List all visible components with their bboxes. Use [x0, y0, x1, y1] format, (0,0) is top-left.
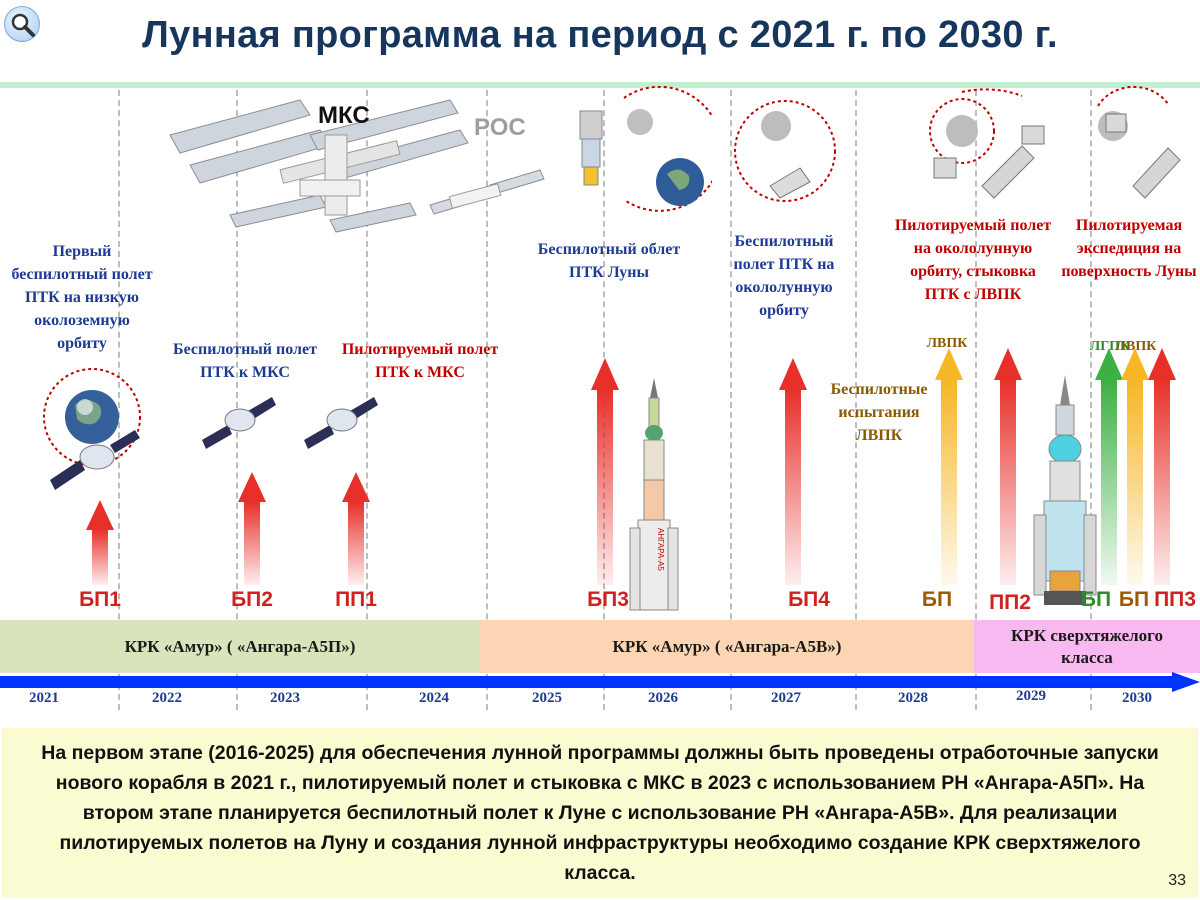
- timeline-arrow: [0, 672, 1200, 692]
- year-2023: 2023: [270, 690, 300, 706]
- angara-rocket-illustration: АНГАРА-А5: [629, 378, 679, 611]
- mission-bp3: БП3: [587, 588, 629, 611]
- lvpk-2030-arrow-label: ЛВПК: [1115, 339, 1157, 354]
- first-flight-description: Первый беспилотный полет ПТК на низкую о…: [11, 243, 153, 352]
- title-underline: [0, 82, 1200, 88]
- year-divider: [236, 90, 238, 710]
- arrow-lvpk: [1121, 348, 1149, 585]
- lunar-orbit-illustration: [734, 100, 836, 202]
- zoom-button[interactable]: [4, 6, 40, 42]
- page-title: Лунная программа на период с 2021 г. по …: [142, 14, 1058, 56]
- lunar-expedition-description: Пилотируемая экспедиция на поверхность Л…: [1061, 217, 1197, 280]
- year-2028: 2028: [898, 690, 928, 706]
- mission-pp3: ПП3: [1154, 588, 1196, 611]
- year-2030: 2030: [1122, 690, 1152, 706]
- program-band-amur-a5v: КРК «Амур» ( «Ангара-А5В»): [480, 620, 974, 673]
- page-number: 33: [1168, 872, 1186, 889]
- year-divider: [366, 90, 368, 710]
- arrow-pp2: [994, 348, 1022, 585]
- year-2025: 2025: [532, 690, 562, 706]
- ros-label: РОС: [474, 114, 526, 141]
- summary-text: На первом этапе (2016-2025) для обеспече…: [41, 742, 1159, 884]
- year-2029: 2029: [1016, 688, 1046, 704]
- arrow-bp1: [86, 500, 114, 585]
- magnifier-icon: [11, 13, 35, 37]
- mission-bp-lgpk: БП: [1080, 588, 1112, 611]
- lvpk-2028-arrow-label: ЛВПК: [926, 336, 968, 351]
- year-2026: 2026: [648, 690, 678, 706]
- lgpk-arrow-label: ЛГПК: [1089, 339, 1131, 354]
- manned-lunar-orbit-illustration: [929, 88, 1045, 199]
- mission-bp2: БП2: [231, 588, 273, 611]
- earth-orbit-illustration: [43, 368, 141, 490]
- summary-box: На первом этапе (2016-2025) для обеспече…: [2, 728, 1198, 898]
- rocket-text: АНГАРА-А5: [656, 528, 665, 571]
- superheavy-rocket-illustration: [1033, 375, 1097, 605]
- lunar-flyby-description: Беспилотный облет ПТК Луны: [537, 241, 681, 281]
- year-divider: [486, 90, 488, 710]
- unmanned-iss-description: Беспилотный полет ПТК к МКС: [173, 341, 317, 381]
- arrow-bp-2028: [935, 348, 963, 585]
- arrow-bp2: [238, 472, 266, 585]
- mission-bp4: БП4: [788, 588, 830, 611]
- iss-station-illustration: [169, 99, 545, 233]
- arrow-pp1: [342, 472, 370, 585]
- spacecraft-illustration: [304, 397, 378, 449]
- lunar-expedition-illustration: [1097, 86, 1181, 199]
- manned-lunar-orbit-description: Пилотируемый полет на окололунную орбиту…: [894, 217, 1052, 303]
- mission-bp-lvpk: БП: [1118, 588, 1150, 611]
- year-divider: [730, 90, 732, 710]
- year-2022: 2022: [152, 690, 182, 706]
- year-divider: [1090, 90, 1092, 710]
- arrow-bp3: [591, 358, 619, 585]
- arrow-lgpk: [1095, 348, 1123, 585]
- year-2027: 2027: [771, 690, 801, 706]
- iss-label: МКС: [318, 102, 370, 129]
- spacecraft-illustration: [202, 397, 276, 449]
- manned-iss-description: Пилотируемый полет ПТК к МКС: [341, 341, 499, 381]
- year-2024: 2024: [419, 690, 449, 706]
- lvpk-tests-description: Беспилотные испытания ЛВПК: [830, 381, 928, 444]
- mission-pp2: ПП2: [989, 591, 1031, 614]
- year-divider: [855, 90, 857, 710]
- mission-bp1: БП1: [79, 588, 121, 611]
- program-band-amur-a5p: КРК «Амур» ( «Ангара-А5П»): [0, 620, 480, 673]
- year-2021: 2021: [29, 690, 59, 706]
- launch-arrows: [86, 348, 1176, 585]
- lunar-flyby-illustration: [579, 86, 712, 212]
- year-divider: [975, 90, 977, 710]
- arrow-pp3: [1148, 348, 1176, 585]
- arrow-bp4: [779, 358, 807, 585]
- lunar-orbit-description: Беспилотный полет ПТК на окололунную орб…: [733, 233, 835, 319]
- program-band-superheavy: КРК сверхтяжелого класса: [974, 620, 1200, 673]
- mission-pp1: ПП1: [335, 588, 377, 611]
- mission-bp-2028: БП: [921, 588, 953, 611]
- year-divider: [118, 90, 120, 710]
